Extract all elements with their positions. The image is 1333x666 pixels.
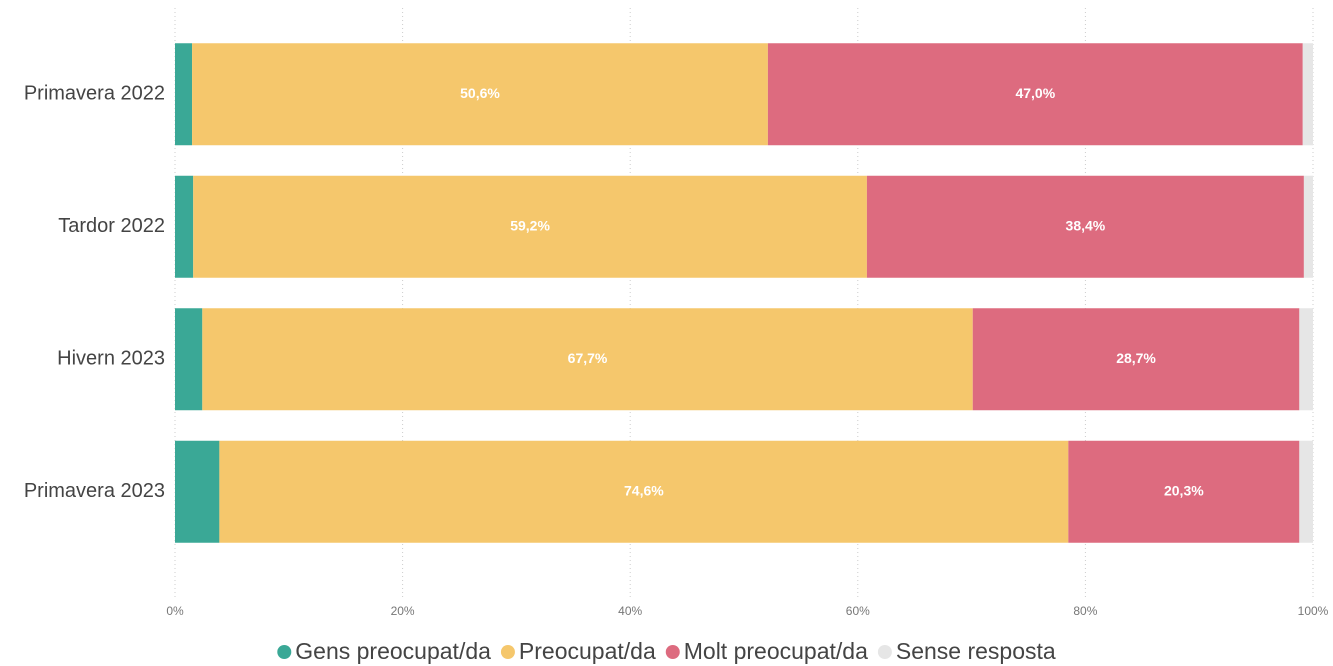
bar-segment (175, 175, 194, 278)
x-tick-label: 20% (391, 604, 415, 618)
value-label: 50,6% (460, 85, 500, 101)
category-label: Primavera 2023 (24, 480, 165, 502)
x-tick-label: 0% (166, 604, 184, 618)
bar-segment (175, 308, 203, 411)
x-tick-label: 100% (1298, 604, 1329, 618)
category-label: Hivern 2023 (57, 348, 165, 370)
bar-segment (219, 440, 1069, 543)
category-label: Tardor 2022 (58, 215, 165, 237)
bar-segment (1303, 175, 1313, 278)
bar-segment (1068, 440, 1300, 543)
category-label: Primavera 2022 (24, 83, 165, 105)
bar-segment (175, 43, 193, 146)
x-tick-label: 40% (618, 604, 642, 618)
bar-segment (1299, 440, 1313, 543)
value-label: 59,2% (510, 217, 550, 233)
x-tick-label: 80% (1073, 604, 1097, 618)
legend-marker (500, 645, 515, 659)
value-label: 67,7% (568, 350, 608, 366)
bar-segment (767, 43, 1303, 146)
bar-segment (866, 175, 1304, 278)
legend-label: Molt preocupat/da (684, 638, 868, 664)
legend-label: Gens preocupat/da (295, 638, 491, 664)
legend-marker (277, 645, 292, 659)
bar-segment (175, 440, 220, 543)
legend-label: Sense resposta (896, 638, 1056, 664)
value-label: 28,7% (1116, 350, 1156, 366)
legend-label: Preocupat/da (519, 638, 656, 664)
bar-segment (193, 175, 867, 278)
value-label: 47,0% (1015, 85, 1055, 101)
bar-segment (202, 308, 973, 411)
bar-segment (1302, 43, 1313, 146)
legend-marker (877, 645, 892, 659)
x-tick-label: 60% (846, 604, 870, 618)
value-label: 20,3% (1164, 482, 1204, 498)
bar-segment (1299, 308, 1313, 411)
value-label: 74,6% (624, 482, 664, 498)
bar-segment (192, 43, 768, 146)
value-label: 38,4% (1066, 217, 1106, 233)
legend-marker (665, 645, 680, 659)
bar-segment (972, 308, 1300, 411)
